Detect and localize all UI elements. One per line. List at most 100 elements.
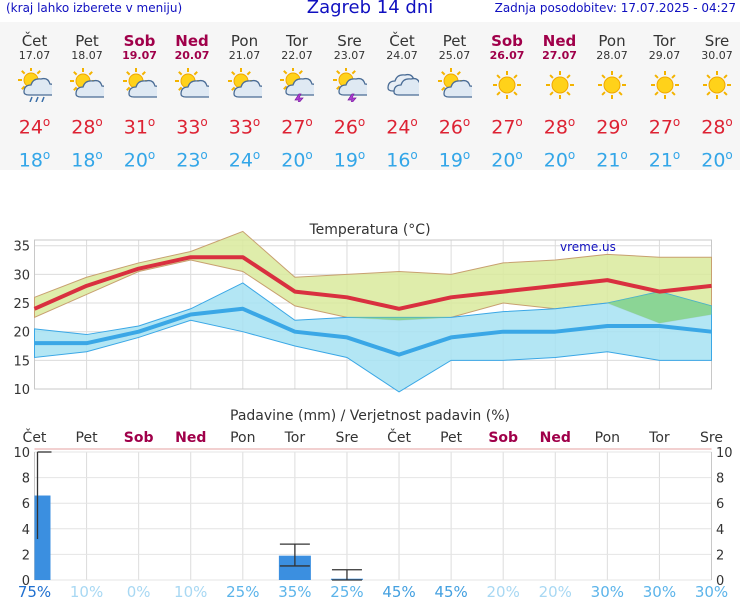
temp-min: 20o bbox=[123, 148, 156, 172]
precip-tick-label-right: 2 bbox=[716, 548, 724, 563]
sun-icon bbox=[703, 71, 731, 99]
temp-max: 33o bbox=[176, 115, 208, 139]
precip-day-label: Pet bbox=[440, 430, 463, 446]
day-date: 19.07 bbox=[122, 49, 157, 62]
temp-min: 20o bbox=[701, 148, 733, 172]
day-column: Sob 26.07 27o 20o bbox=[481, 22, 533, 172]
sun-icon bbox=[650, 71, 679, 99]
day-name: Tor bbox=[286, 32, 308, 50]
temp-max: 26o bbox=[333, 115, 366, 139]
day-name: Sre bbox=[704, 32, 730, 50]
precip-day-label: Tor bbox=[284, 430, 306, 446]
day-name: Pet bbox=[442, 32, 467, 50]
precip-day-label: Sob bbox=[488, 430, 518, 446]
sun-cloud-storm-icon bbox=[280, 68, 314, 102]
day-column: Pet 18.07 28o 18o bbox=[61, 22, 113, 172]
precip-day-label: Tor bbox=[648, 430, 670, 446]
precip-probability: 75% bbox=[18, 583, 51, 600]
menu-hint: (kraj lahko izberete v meniju) bbox=[6, 1, 183, 15]
temp-min: 18o bbox=[71, 148, 103, 172]
precip-tick-label-right: 10 bbox=[716, 446, 733, 461]
precip-tick-label-left: 0 bbox=[22, 574, 30, 589]
temp-min: 18o bbox=[18, 148, 51, 172]
temp-min: 21o bbox=[596, 148, 628, 172]
precip-day-label: Pet bbox=[76, 430, 99, 446]
page-title: Zagreb 14 dni bbox=[306, 0, 434, 18]
sun-icon bbox=[493, 71, 521, 99]
day-name: Čet bbox=[389, 32, 415, 50]
precip-tick-label-left: 6 bbox=[22, 497, 30, 512]
precip-probability: 30% bbox=[591, 583, 624, 600]
day-date: 22.07 bbox=[281, 49, 313, 62]
day-column: Ned 20.07 33o 23o bbox=[166, 22, 218, 172]
temp-max: 28o bbox=[543, 115, 576, 139]
precip-day-label: Pon bbox=[595, 430, 620, 446]
precip-probability: 20% bbox=[539, 583, 572, 600]
precip-probability: 25% bbox=[330, 583, 363, 600]
precip-probability: 25% bbox=[226, 583, 259, 600]
precip-tick-label-right: 0 bbox=[716, 574, 724, 589]
temp-min: 19o bbox=[438, 148, 471, 172]
temp-max: 31o bbox=[123, 115, 156, 139]
day-column: Sre 23.07 26o 19o bbox=[324, 22, 376, 172]
temp-max: 27o bbox=[648, 115, 681, 139]
day-date: 18.07 bbox=[71, 49, 103, 62]
sun-cloud-rain-icon bbox=[17, 68, 52, 102]
cloud-icon bbox=[387, 73, 419, 96]
precip-bar bbox=[34, 495, 51, 580]
precip-probability: 30% bbox=[643, 583, 676, 600]
top-bar: (kraj lahko izberete v meniju) Zagreb 14… bbox=[0, 0, 740, 22]
temp-tick-label: 30 bbox=[13, 268, 30, 283]
day-column: Sre 30.07 28o 20o bbox=[691, 22, 740, 172]
day-date: 26.07 bbox=[489, 49, 525, 62]
precip-tick-label-left: 2 bbox=[22, 548, 30, 563]
precip-tick-label-left: 10 bbox=[13, 446, 30, 461]
temp-min: 23o bbox=[176, 148, 208, 172]
sun-cloud-icon bbox=[227, 68, 262, 98]
precip-day-label: Sob bbox=[124, 430, 154, 446]
day-name: Ned bbox=[175, 32, 209, 50]
precip-probability: 45% bbox=[434, 583, 467, 600]
precip-probability: 20% bbox=[487, 583, 520, 600]
precip-probability: 0% bbox=[127, 583, 151, 600]
precip-day-label: Čet bbox=[387, 428, 411, 446]
precip-day-label: Ned bbox=[175, 430, 206, 446]
day-name: Pet bbox=[75, 32, 99, 50]
forecast-strip: Čet 17.07 24o 18o Pet 18.07 28o 18o Sob 19.07 31o 2… bbox=[0, 22, 740, 172]
day-column: Sob 19.07 31o 20o bbox=[114, 22, 166, 172]
day-date: 29.07 bbox=[648, 49, 681, 62]
last-update: Zadnja posodobitev: 17.07.2025 - 04:27 bbox=[494, 1, 736, 15]
temp-tick-label: 35 bbox=[13, 240, 30, 255]
day-name: Pon bbox=[230, 32, 259, 50]
precip-probability: 10% bbox=[70, 583, 103, 600]
day-column: Pon 21.07 33o 24o bbox=[219, 22, 271, 172]
day-column: Pon 28.07 29o 21o bbox=[586, 22, 638, 172]
watermark: vreme.us bbox=[560, 240, 616, 254]
precip-tick-label-right: 4 bbox=[716, 523, 724, 538]
precip-tick-label-right: 8 bbox=[716, 472, 724, 487]
precip-day-label: Ned bbox=[540, 430, 571, 446]
precip-day-label: Sre bbox=[700, 430, 723, 446]
day-name: Sob bbox=[123, 32, 156, 50]
temp-max: 27o bbox=[491, 115, 523, 139]
sun-cloud-icon bbox=[122, 68, 157, 98]
temp-max: 29o bbox=[596, 115, 628, 139]
precip-day-label: Pon bbox=[230, 430, 255, 446]
temp-max: 26o bbox=[438, 115, 471, 139]
precip-probability: 45% bbox=[382, 583, 415, 600]
day-name: Pon bbox=[598, 32, 626, 50]
day-date: 27.07 bbox=[542, 49, 577, 62]
day-name: Ned bbox=[542, 32, 577, 50]
precip-tick-label-left: 8 bbox=[22, 472, 30, 487]
day-date: 30.07 bbox=[701, 49, 733, 62]
max-temp-line bbox=[33, 255, 712, 311]
temp-max: 24o bbox=[18, 115, 51, 139]
precip-probability: 10% bbox=[174, 583, 207, 600]
temp-max: 27o bbox=[281, 115, 313, 139]
sun-cloud-icon bbox=[437, 68, 472, 98]
precip-probability: 35% bbox=[278, 583, 311, 600]
min-temp-band bbox=[34, 282, 712, 393]
temp-tick-label: 20 bbox=[13, 326, 30, 341]
temp-tick-label: 25 bbox=[13, 297, 30, 312]
